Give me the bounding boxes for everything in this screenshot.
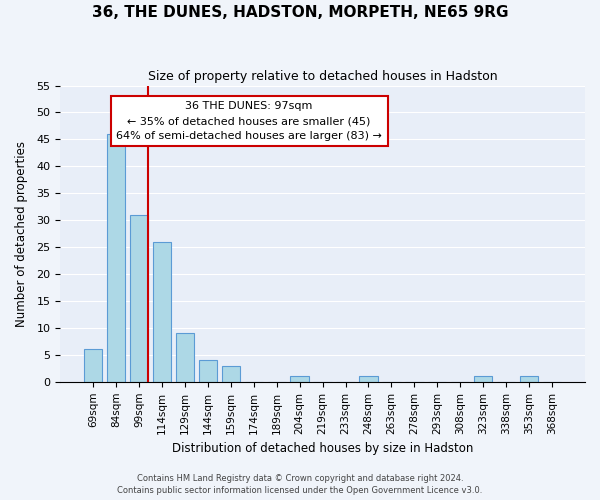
Bar — [153, 242, 171, 382]
Bar — [130, 215, 148, 382]
Bar — [359, 376, 377, 382]
Bar — [84, 350, 103, 382]
Bar — [474, 376, 493, 382]
Bar — [221, 366, 240, 382]
Bar — [290, 376, 309, 382]
Bar — [199, 360, 217, 382]
Text: Contains HM Land Registry data © Crown copyright and database right 2024.
Contai: Contains HM Land Registry data © Crown c… — [118, 474, 482, 495]
Text: 36, THE DUNES, HADSTON, MORPETH, NE65 9RG: 36, THE DUNES, HADSTON, MORPETH, NE65 9R… — [92, 5, 508, 20]
X-axis label: Distribution of detached houses by size in Hadston: Distribution of detached houses by size … — [172, 442, 473, 455]
Bar — [176, 334, 194, 382]
Bar — [107, 134, 125, 382]
Y-axis label: Number of detached properties: Number of detached properties — [15, 140, 28, 326]
Text: 36 THE DUNES: 97sqm
← 35% of detached houses are smaller (45)
64% of semi-detach: 36 THE DUNES: 97sqm ← 35% of detached ho… — [116, 102, 382, 141]
Title: Size of property relative to detached houses in Hadston: Size of property relative to detached ho… — [148, 70, 497, 83]
Bar — [520, 376, 538, 382]
